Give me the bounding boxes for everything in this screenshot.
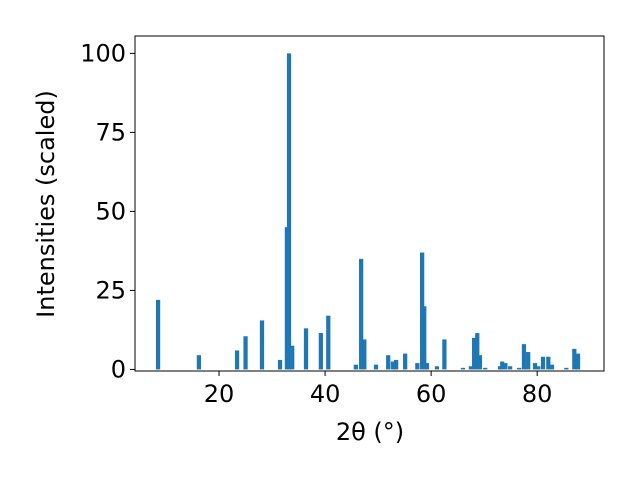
x-tick-label: 40 [310,380,341,408]
bar [442,339,447,370]
bar [326,315,331,370]
x-tick-label: 80 [522,380,553,408]
bar [155,299,161,370]
bar [532,363,538,370]
bar [359,258,364,370]
bar [517,367,522,370]
bar [564,367,569,370]
bar [526,352,531,370]
bar [386,355,391,370]
y-axis-label: Intensities (scaled) [32,90,60,318]
bar [234,350,240,370]
bar [536,366,541,370]
bar [460,367,466,370]
bar [318,333,323,370]
bar [521,344,527,370]
bar [259,320,265,370]
bar [394,359,399,370]
bar [373,364,379,370]
bar [477,355,483,370]
bar [434,366,440,370]
bar [390,361,396,370]
y-tick-label: 0 [111,355,126,383]
bar [303,328,309,370]
bar [243,336,248,370]
bar [575,353,581,370]
x-tick-label: 60 [416,380,447,408]
bar [546,356,551,370]
bar [508,366,513,370]
y-tick-label: 50 [95,197,126,225]
bar [572,348,577,370]
y-tick-label: 75 [95,118,126,146]
bar [277,359,283,370]
y-tick-label: 100 [80,39,126,67]
bar [471,337,477,370]
bar [540,356,546,370]
bar [353,364,358,370]
x-axis-label: 2θ (°) [336,418,404,446]
bar [475,333,480,370]
bar [196,355,202,370]
bar [468,366,474,370]
plot-frame [134,35,605,372]
x-tick-label: 20 [204,380,235,408]
bar [290,345,295,370]
bar [415,363,420,370]
bar [503,363,508,370]
bar [424,363,430,370]
bar [286,53,292,370]
bar [483,367,488,370]
bar [422,306,427,370]
bar [549,364,555,370]
bar [362,339,367,370]
y-tick-label: 25 [95,276,126,304]
bar [403,353,408,370]
bar [500,361,505,370]
